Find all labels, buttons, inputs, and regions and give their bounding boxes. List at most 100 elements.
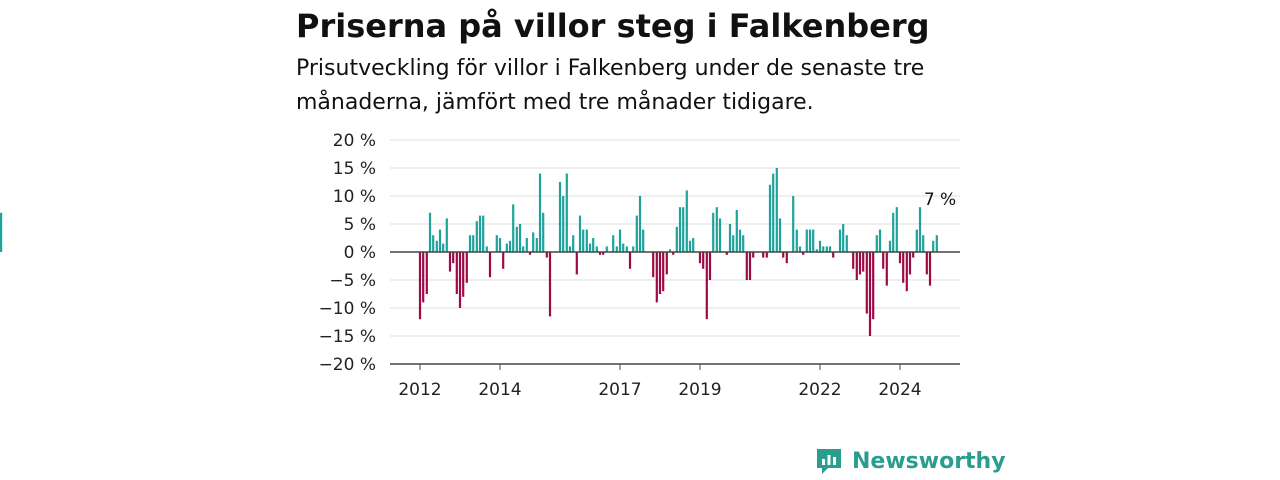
- chart-subtitle: Prisutveckling för villor i Falkenberg u…: [296, 56, 925, 115]
- bar: [502, 252, 505, 269]
- bar: [882, 252, 885, 269]
- bar: [935, 235, 938, 252]
- bar: [452, 252, 455, 264]
- x-tick-label: 2019: [678, 380, 721, 400]
- bar: [585, 229, 588, 252]
- bar: [472, 235, 475, 252]
- bar: [445, 218, 448, 252]
- bar: [488, 252, 492, 278]
- bar: [625, 246, 628, 252]
- y-tick-label: 20 %: [333, 131, 376, 151]
- bar: [878, 229, 882, 252]
- bar: [418, 252, 422, 320]
- bar: [572, 235, 575, 252]
- bar: [425, 252, 428, 294]
- bar: [705, 252, 708, 320]
- x-tick-label: 2022: [798, 380, 841, 400]
- x-tick-label: 2017: [598, 380, 641, 400]
- bar: [865, 252, 868, 314]
- bar: [725, 252, 728, 255]
- bar: [852, 252, 855, 269]
- bar: [602, 252, 605, 255]
- bar: [912, 252, 915, 258]
- bar: [765, 252, 768, 258]
- bar: [715, 207, 718, 252]
- bar: [728, 224, 732, 252]
- bar: [495, 235, 498, 252]
- bar: [655, 252, 658, 303]
- bar: [678, 207, 682, 252]
- bar: [605, 246, 608, 252]
- bar: [782, 252, 785, 258]
- bar: [698, 252, 702, 264]
- bar: [738, 229, 742, 252]
- bar: [528, 252, 532, 255]
- bar: [752, 252, 755, 258]
- bar: [582, 229, 585, 252]
- bar: [535, 238, 538, 252]
- y-tick-label: −10 %: [319, 299, 376, 319]
- y-tick-label: 0 %: [344, 243, 376, 263]
- y-tick-label: 10 %: [333, 187, 376, 207]
- bar: [732, 235, 735, 252]
- bar: [475, 221, 478, 252]
- bar: [855, 252, 858, 280]
- bar: [458, 252, 462, 308]
- bar: [618, 229, 622, 252]
- bar: [858, 252, 862, 275]
- bar: [512, 204, 515, 252]
- bar: [422, 252, 425, 303]
- bar: [635, 215, 638, 252]
- bar: [902, 252, 905, 283]
- brand-name: Newsworthy: [852, 448, 1006, 474]
- bar: [525, 238, 528, 252]
- bar: [532, 232, 535, 252]
- bar: [792, 196, 795, 252]
- y-tick-label: −20 %: [319, 355, 376, 375]
- bar: [898, 252, 902, 264]
- newsworthy-logo-icon: [817, 449, 841, 474]
- bar: [768, 184, 772, 252]
- bar: [662, 252, 665, 292]
- x-tick-label: 2024: [878, 380, 921, 400]
- bar: [875, 235, 878, 252]
- bar: [432, 235, 435, 252]
- bar: [832, 252, 835, 258]
- bar: [548, 252, 552, 317]
- bar: [632, 246, 635, 252]
- bar: [468, 235, 472, 252]
- y-tick-label: −15 %: [319, 327, 376, 347]
- bar: [598, 252, 602, 255]
- bar: [812, 229, 815, 252]
- bar: [908, 252, 912, 275]
- bar: [522, 246, 525, 252]
- bar: [805, 229, 808, 252]
- bar: [428, 212, 432, 252]
- bar: [822, 246, 825, 252]
- x-tick-label: 2014: [478, 380, 521, 400]
- bar: [892, 212, 895, 252]
- y-tick-label: 15 %: [333, 159, 376, 179]
- bar: [545, 252, 548, 258]
- bar: [772, 173, 775, 252]
- bar: [872, 252, 875, 320]
- bar: [588, 243, 592, 252]
- bar: [815, 249, 818, 252]
- bar: [745, 252, 748, 280]
- bar: [888, 240, 892, 252]
- bar: [702, 252, 705, 269]
- bar: [485, 246, 488, 252]
- bar: [742, 235, 745, 252]
- bar: [718, 218, 722, 252]
- x-tick-label: 2012: [398, 380, 441, 400]
- bar: [442, 243, 445, 252]
- bar: [862, 252, 865, 272]
- bar: [518, 224, 522, 252]
- bar: [615, 246, 618, 252]
- bar: [685, 190, 688, 252]
- bar: [575, 252, 578, 275]
- bar: [515, 226, 518, 252]
- bar: [665, 252, 668, 275]
- bar: [802, 252, 805, 255]
- bar: [562, 196, 565, 252]
